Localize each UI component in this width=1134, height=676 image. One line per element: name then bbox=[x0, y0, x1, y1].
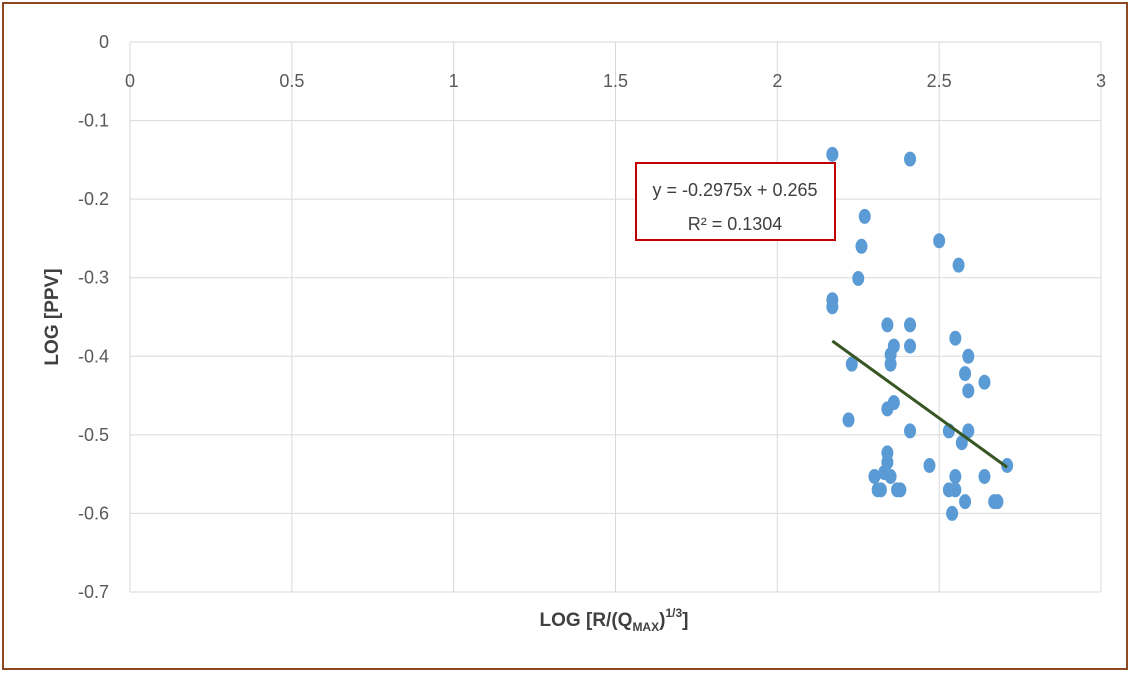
x-tick-label: 2.5 bbox=[927, 71, 952, 91]
data-point bbox=[858, 208, 871, 224]
data-point bbox=[978, 469, 991, 484]
r-squared-label: R² = 0.1304 bbox=[688, 214, 783, 234]
data-point bbox=[881, 401, 894, 417]
data-point bbox=[842, 412, 855, 428]
data-point bbox=[949, 469, 962, 484]
data-point bbox=[868, 469, 881, 484]
data-point bbox=[874, 482, 887, 498]
data-point bbox=[923, 458, 936, 473]
x-tick-label: 1 bbox=[449, 71, 459, 91]
x-tick-label: 2 bbox=[772, 71, 782, 91]
data-point bbox=[962, 383, 975, 399]
data-point bbox=[826, 299, 839, 315]
y-tick-label: 0 bbox=[99, 32, 109, 52]
data-point bbox=[904, 151, 917, 167]
equation-box: y = -0.2975x + 0.265 R² = 0.1304 bbox=[635, 162, 836, 241]
y-axis-title: LOG [PPV] bbox=[42, 268, 63, 365]
y-tick-label: -0.2 bbox=[78, 189, 109, 209]
data-point bbox=[904, 338, 917, 354]
data-point bbox=[955, 435, 968, 451]
data-point bbox=[949, 330, 962, 346]
data-point bbox=[852, 271, 865, 286]
data-point bbox=[884, 469, 897, 484]
data-point bbox=[962, 348, 975, 364]
data-point bbox=[855, 238, 868, 254]
y-tick-label: -0.5 bbox=[78, 425, 109, 445]
data-point bbox=[952, 257, 965, 273]
data-point bbox=[978, 374, 991, 390]
y-tick-label: -0.6 bbox=[78, 503, 109, 523]
x-axis-title: LOG [R/(QMAX)1/3] bbox=[540, 606, 689, 634]
x-tick-label: 0.5 bbox=[279, 71, 304, 91]
trendline bbox=[831, 339, 1009, 469]
data-point bbox=[933, 233, 946, 249]
trendline-equation: y = -0.2975x + 0.265 bbox=[652, 180, 817, 200]
data-point bbox=[884, 356, 897, 372]
x-tick-label: 1.5 bbox=[603, 71, 628, 91]
data-point bbox=[991, 494, 1004, 510]
x-tick-label: 0 bbox=[125, 71, 135, 91]
data-point bbox=[962, 423, 975, 439]
y-tick-label: -0.3 bbox=[78, 268, 109, 288]
data-point bbox=[959, 366, 972, 382]
data-point bbox=[845, 356, 858, 372]
gridlines bbox=[129, 41, 1102, 593]
x-axis-tick-labels: 0 0.5 1 1.5 2 2.5 3 bbox=[125, 71, 1106, 91]
data-points bbox=[826, 146, 1014, 521]
data-point bbox=[946, 505, 959, 521]
y-axis-tick-labels: 0 -0.1 -0.2 -0.3 -0.4 -0.5 -0.6 -0.7 bbox=[78, 32, 109, 602]
data-point bbox=[949, 482, 962, 498]
y-tick-label: -0.1 bbox=[78, 111, 109, 131]
y-tick-label: -0.7 bbox=[78, 582, 109, 602]
data-point bbox=[881, 317, 894, 333]
data-point bbox=[826, 146, 839, 162]
data-point bbox=[894, 482, 907, 498]
data-point bbox=[959, 494, 972, 510]
data-point bbox=[904, 423, 917, 439]
x-tick-label: 3 bbox=[1096, 71, 1106, 91]
y-tick-label: -0.4 bbox=[78, 346, 109, 366]
data-point bbox=[904, 317, 917, 333]
